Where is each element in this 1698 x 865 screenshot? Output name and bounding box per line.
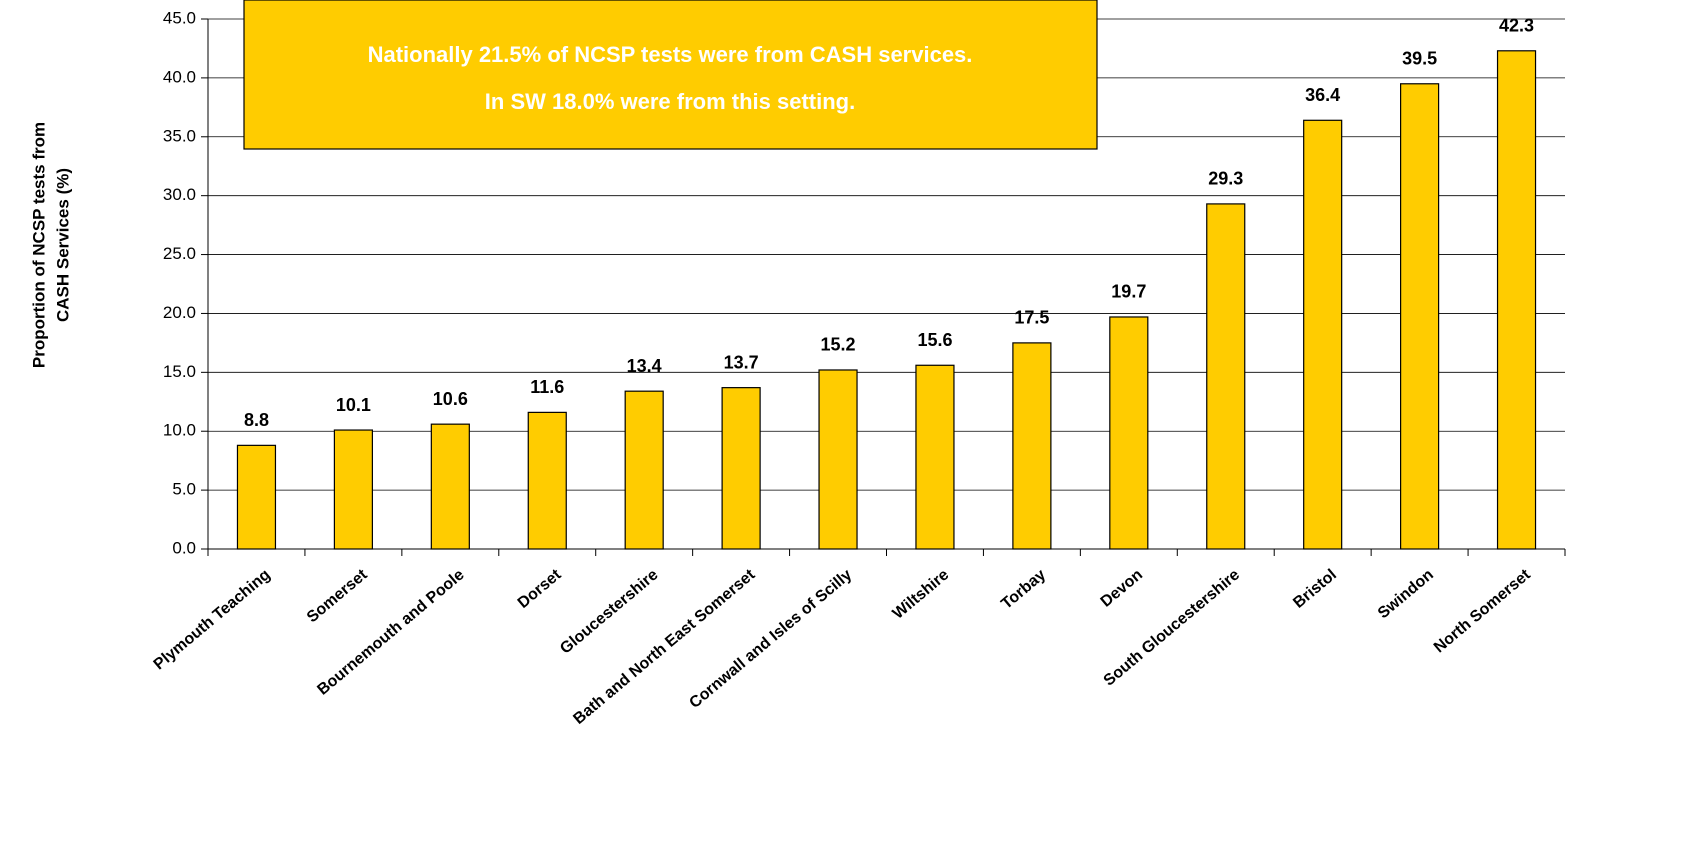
data-label: 29.3 [1208,169,1243,189]
data-label: 39.5 [1402,49,1437,69]
y-tick-label: 45.0 [163,8,196,27]
bar [1496,50,1537,550]
data-label: 15.2 [821,335,856,355]
x-tick-label: Dorset [515,566,565,612]
y-tick-label: 30.0 [163,185,196,204]
data-label: 11.6 [530,377,564,397]
bar [333,429,373,550]
bar [721,387,761,550]
data-label: 8.8 [244,410,269,430]
x-tick-label: Somerset [304,566,371,626]
x-tick-label: Wiltshire [890,566,953,622]
x-tick-label: North Somerset [1431,566,1534,657]
data-label: 42.3 [1499,16,1534,36]
annotation-text: In SW 18.0% were from this setting. [485,89,855,114]
y-tick-label: 10.0 [163,421,196,440]
y-tick-label: 20.0 [163,303,196,322]
x-tick-label: Swindon [1375,566,1437,622]
annotation-box [243,0,1098,150]
bar [430,423,470,550]
y-axis-title-line: Proportion of NCSP tests from [29,122,48,368]
y-tick-label: 25.0 [163,244,196,263]
x-tick-label: Devon [1098,566,1146,610]
bar [915,364,955,550]
data-label: 17.5 [1014,308,1049,328]
bar [527,411,567,550]
y-tick-label: 35.0 [163,126,196,145]
x-tick-label: Torbay [998,566,1049,613]
data-label: 36.4 [1305,85,1340,105]
bar [1303,119,1343,550]
bar [236,444,277,550]
bar [1012,342,1052,550]
y-tick-label: 0.0 [172,538,196,557]
y-tick-label: 15.0 [163,362,196,381]
x-tick-label: Plymouth Teaching [151,566,274,673]
y-tick-label: 5.0 [172,480,196,499]
data-label: 13.7 [724,352,759,372]
data-label: 10.1 [336,395,371,415]
x-tick-label: Bath and North East Somerset [570,566,759,728]
bar [1400,83,1440,550]
y-axis-title-line: CASH Services (%) [53,168,72,322]
data-label: 13.4 [627,356,662,376]
bar [1109,316,1149,550]
x-tick-label: Gloucestershire [557,566,661,657]
annotation-text: Nationally 21.5% of NCSP tests were from… [368,42,973,67]
y-axis-title: Proportion of NCSP tests from CASH Servi… [29,122,72,368]
bar [1206,203,1246,550]
y-tick-label: 40.0 [163,67,196,86]
x-tick-label: Bristol [1290,566,1340,612]
bar [818,369,858,550]
data-label: 15.6 [917,330,952,350]
data-label: 19.7 [1111,282,1146,302]
bar [624,390,664,550]
x-tick-label: Cornwall and Isles of Scilly [686,566,855,712]
data-label: 10.6 [433,389,468,409]
